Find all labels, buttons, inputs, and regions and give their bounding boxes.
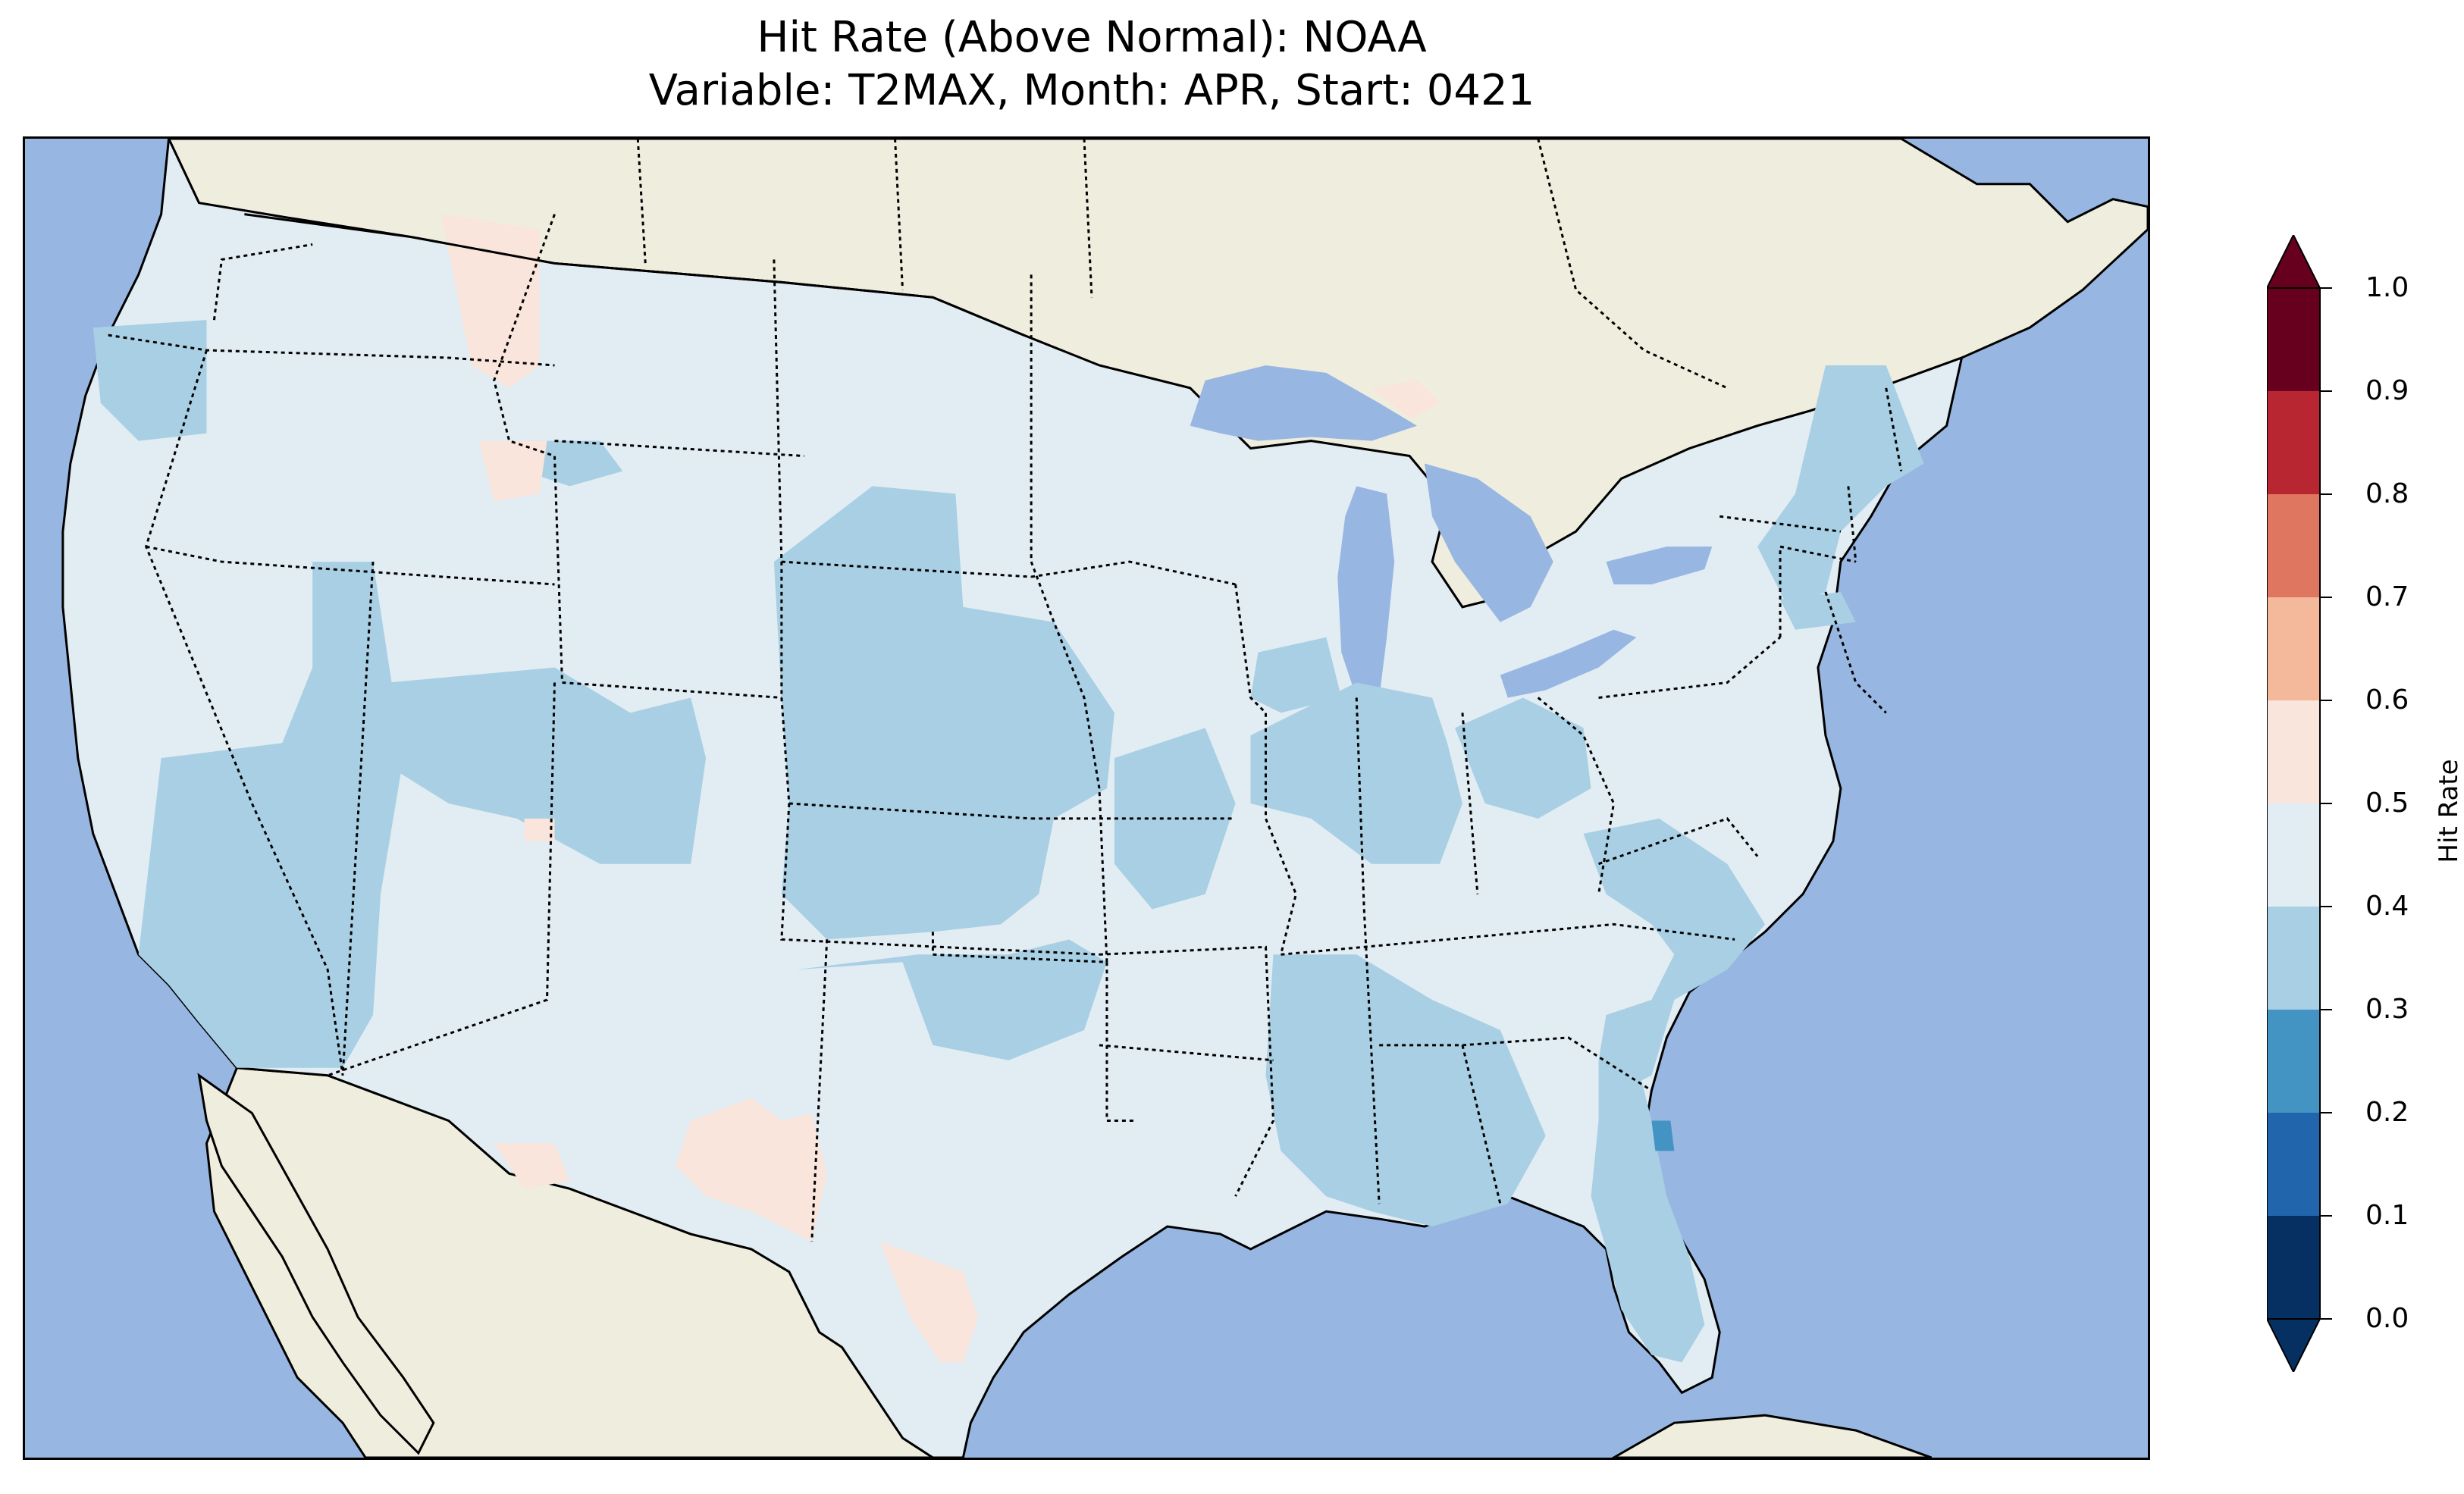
colorbar-bin bbox=[2267, 803, 2320, 907]
bin-0.3-0.4-regions bbox=[92, 320, 1924, 1363]
map-panel bbox=[23, 136, 2150, 1460]
colorbar-bin bbox=[2267, 597, 2320, 700]
colorbar-bin bbox=[2267, 288, 2320, 391]
colorbar-tick-label: 0.6 bbox=[2365, 684, 2409, 716]
lake-michigan bbox=[1337, 486, 1395, 698]
colorbar-bin bbox=[2267, 1010, 2320, 1113]
colorbar-tick-label: 0.3 bbox=[2365, 994, 2409, 1025]
colorbar-tick-label: 0.0 bbox=[2365, 1303, 2409, 1334]
colorbar-bin bbox=[2267, 391, 2320, 494]
colorbar-label: Hit Rate bbox=[2434, 759, 2464, 863]
colorbar-bin bbox=[2267, 907, 2320, 1010]
lake-superior bbox=[1190, 365, 1418, 441]
colorbar-tick-lines bbox=[2267, 287, 2332, 1320]
map-title-line2: Variable: T2MAX, Month: APR, Start: 0421 bbox=[648, 66, 1535, 115]
colorbar-bin bbox=[2267, 1216, 2320, 1319]
us-canada-border bbox=[244, 213, 1024, 337]
state-borders bbox=[108, 214, 1903, 1242]
map-title-line1: Hit Rate (Above Normal): NOAA bbox=[757, 13, 1427, 62]
colorbar-bins bbox=[2267, 288, 2320, 1319]
colorbar bbox=[2267, 235, 2332, 1372]
colorbar-frame bbox=[2267, 287, 2321, 1320]
colorbar-tick-label: 0.7 bbox=[2365, 581, 2409, 612]
colorbar-bin bbox=[2267, 1113, 2320, 1216]
lake-erie bbox=[1500, 629, 1637, 698]
province-borders bbox=[636, 139, 1728, 390]
lake-ontario bbox=[1606, 547, 1713, 584]
colorbar-tick-label: 0.1 bbox=[2365, 1200, 2409, 1231]
colorbar-bin bbox=[2267, 700, 2320, 803]
colorbar-tick-label: 0.5 bbox=[2365, 788, 2409, 819]
bin-0.5-0.6-regions bbox=[440, 214, 1440, 1363]
baja-land bbox=[197, 1073, 435, 1455]
bin-0.2-0.3-region bbox=[1651, 1120, 1675, 1151]
colorbar-tick-label: 1.0 bbox=[2365, 272, 2409, 303]
colorbar-extend-bottom bbox=[2267, 1318, 2321, 1372]
colorbar-extend-top bbox=[2267, 235, 2321, 289]
colorbar-tick-label: 0.2 bbox=[2365, 1097, 2409, 1128]
colorbar-bin bbox=[2267, 494, 2320, 597]
lake-huron bbox=[1425, 463, 1553, 622]
caribbean-land bbox=[1611, 1414, 1933, 1458]
colorbar-tick-label: 0.8 bbox=[2365, 478, 2409, 509]
colorbar-tick-label: 0.4 bbox=[2365, 891, 2409, 922]
colorbar-tick-label: 0.9 bbox=[2365, 375, 2409, 406]
